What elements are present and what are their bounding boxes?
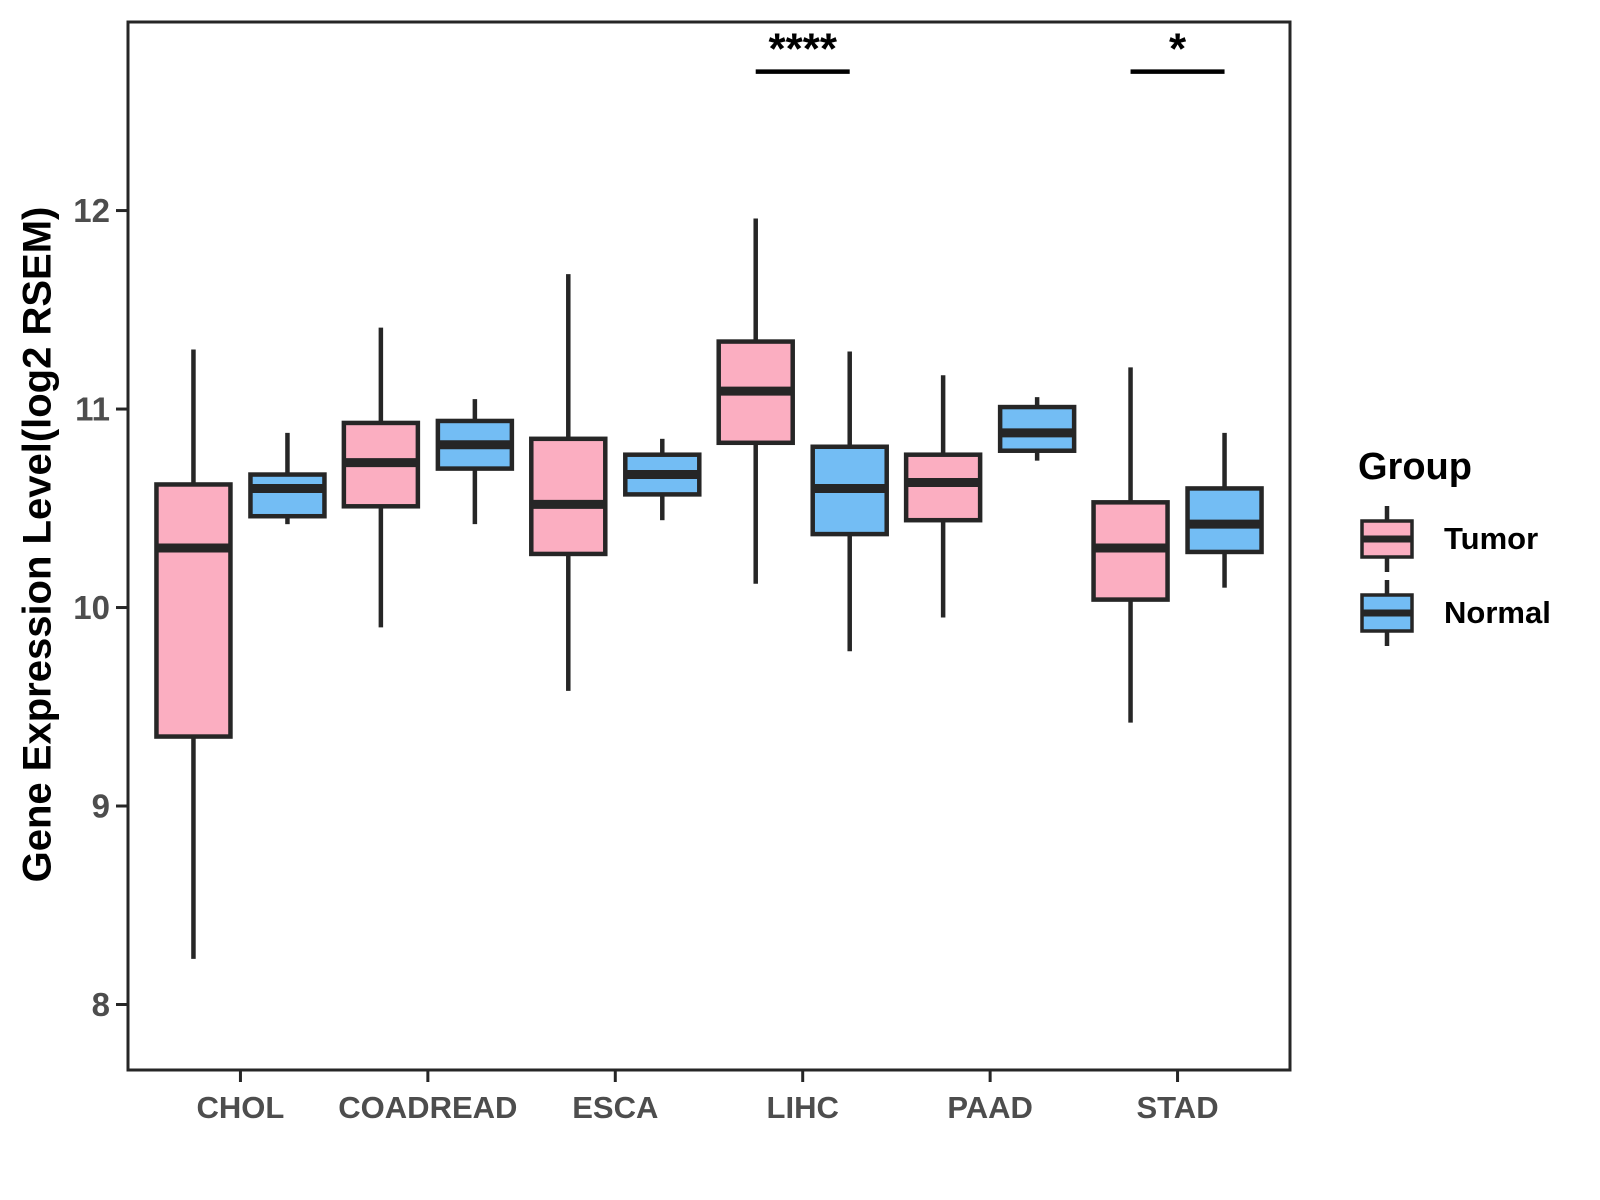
box-tumor-LIHC: [716, 218, 795, 584]
box-normal-LIHC: [810, 351, 889, 652]
box-normal-STAD: [1185, 432, 1264, 588]
x-category-label: ESCA: [572, 1090, 658, 1125]
x-category-label: STAD: [1137, 1090, 1219, 1125]
iqr-box: [248, 472, 327, 519]
box-tumor-COADREAD: [341, 327, 421, 628]
box-tumor-ESCA: [529, 274, 608, 691]
plot-panel-border: [126, 20, 1292, 1072]
box-normal-ESCA: [623, 438, 702, 521]
iqr-box: [154, 482, 233, 739]
box-normal-PAAD: [997, 397, 1077, 461]
y-tick-label: 10: [73, 589, 110, 626]
box-tumor-CHOL: [154, 349, 233, 959]
x-category-label: LIHC: [767, 1090, 839, 1125]
legend-title: Group: [1358, 446, 1472, 488]
y-axis-title: Gene Expression Level(log2 RSEM): [15, 206, 60, 883]
legend-key-glyph: [1360, 580, 1414, 646]
significance-label-lihc: ****: [768, 25, 837, 74]
x-category-label: CHOL: [197, 1090, 285, 1125]
legend-key-glyph: [1360, 506, 1414, 572]
y-tick-label: 12: [73, 192, 110, 229]
x-category-label: PAAD: [947, 1090, 1033, 1125]
normal-boxplot-key-icon: [1358, 577, 1416, 649]
iqr-box: [529, 436, 608, 557]
legend-item-tumor: Tumor: [1332, 503, 1592, 575]
legend-label-tumor: Tumor: [1444, 521, 1539, 556]
y-tick-label: 8: [92, 986, 110, 1023]
y-tick-label: 9: [92, 788, 110, 825]
box-normal-COADREAD: [435, 399, 515, 525]
iqr-box: [903, 452, 983, 523]
tumor-boxplot-key-icon: [1358, 503, 1416, 575]
box-tumor-STAD: [1091, 367, 1170, 723]
box-tumor-PAAD: [903, 375, 983, 618]
legend-label-normal: Normal: [1444, 595, 1551, 630]
legend-item-normal: Normal: [1332, 577, 1592, 649]
box-normal-CHOL: [248, 432, 327, 525]
significance-label-stad: *: [1169, 25, 1187, 74]
x-category-label: COADREAD: [338, 1090, 517, 1125]
y-tick-label: 11: [75, 391, 110, 428]
legend: Group Tumor Normal: [1332, 446, 1592, 651]
